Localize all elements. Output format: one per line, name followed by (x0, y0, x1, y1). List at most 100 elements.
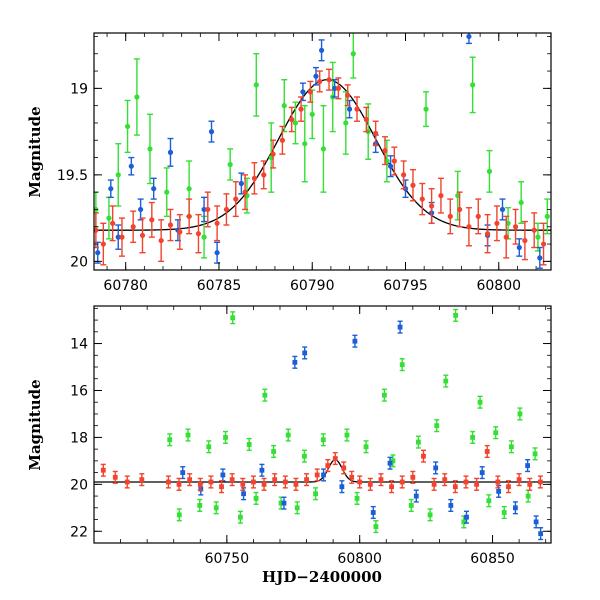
top-green-point (124, 99, 131, 154)
bottom-blue-point (302, 346, 308, 360)
top-red-point (326, 68, 333, 91)
bottom-green-point (176, 508, 182, 522)
top-green-point (133, 58, 140, 136)
top-green-point (518, 181, 525, 224)
top-green-point (281, 79, 288, 133)
bottom-red-point (495, 475, 501, 489)
bottom-green-point (427, 508, 433, 522)
top-green-point (201, 215, 208, 259)
top-panel: 60780 60785 60790 60795 60800 19 19.5 20 Magnit… (26, 32, 552, 294)
top-green-point (105, 196, 112, 240)
bottom-red-point (516, 473, 522, 487)
bottom-green-point (271, 444, 277, 459)
top-green-point (534, 222, 541, 252)
bottom-red-point (474, 477, 480, 491)
bottom-green-point (344, 428, 350, 442)
bottom-blue-point (370, 505, 376, 520)
bottom-red-point (527, 477, 533, 491)
bottom-green-point (167, 433, 173, 447)
top-red-point (484, 213, 491, 254)
top-plot-frame (93, 32, 552, 271)
bottom-blue-point (292, 355, 298, 369)
top-blue-point (516, 238, 523, 257)
bottom-green-point (415, 435, 421, 449)
top-red-point (176, 213, 183, 250)
top-blue-point (137, 198, 144, 221)
bottom-blue-point (433, 461, 439, 475)
top-blue-point (346, 99, 353, 119)
top-red-point (223, 193, 230, 226)
bottom-green-point (237, 510, 243, 524)
top-red-point (260, 160, 267, 190)
top-green-point (292, 101, 299, 145)
top-blue-point (499, 198, 506, 221)
bottom-green-point (443, 374, 449, 388)
bottom-y-axis-label: Magnitude (26, 379, 44, 470)
bottom-red-point (410, 470, 416, 484)
bottom-blue-point (525, 458, 531, 473)
top-red-point (521, 220, 528, 261)
top-red-point (195, 213, 202, 254)
top-red-point (130, 210, 137, 244)
bottom-green-point (253, 491, 259, 505)
top-x-tick-label: 60795 (383, 278, 428, 294)
bottom-green-point (501, 505, 507, 520)
bottom-blue-point (448, 498, 454, 513)
bottom-red-point (304, 473, 310, 487)
bottom-green-point (301, 449, 307, 463)
top-red-point (251, 162, 258, 195)
top-y-axis-label: Magnitude (26, 106, 44, 197)
bottom-y-tick-label: 18 (70, 430, 88, 446)
bottom-green-point (206, 440, 212, 454)
top-green-point (301, 104, 308, 183)
bottom-red-point (341, 461, 347, 475)
bottom-plot-frame (93, 305, 552, 544)
top-red-point (531, 212, 538, 249)
top-red-point (118, 217, 125, 257)
top-red-point (465, 207, 472, 247)
top-model-curve (94, 79, 551, 231)
bottom-blue-point (220, 468, 226, 482)
top-red-point (186, 198, 193, 235)
top-x-tick-label: 60790 (290, 278, 335, 294)
bottom-red-point (112, 470, 118, 484)
bottom-red-point (349, 470, 355, 484)
bottom-axis-ticks: 60750 60800 60850 14 16 18 20 22 (70, 306, 551, 567)
top-red-point (456, 191, 463, 228)
bottom-blue-point (339, 480, 345, 494)
top-blue-point (214, 241, 221, 264)
top-points-layer (94, 33, 551, 269)
top-red-point (279, 125, 286, 155)
bottom-red-point (176, 477, 182, 491)
bottom-green-point (197, 498, 203, 513)
bottom-red-point (293, 477, 299, 491)
bottom-blue-point (533, 515, 539, 529)
bottom-red-point (261, 477, 267, 491)
bottom-points-layer (100, 308, 544, 541)
bottom-green-point (285, 428, 291, 442)
bottom-red-point (272, 473, 278, 487)
bottom-blue-point (413, 489, 419, 503)
bottom-panel: 60750 60800 60850 14 16 18 20 22 Magnitude HJD−… (26, 305, 552, 586)
top-red-point (232, 181, 239, 218)
bottom-red-point (187, 473, 193, 487)
top-red-point (344, 84, 351, 107)
bottom-green-point (223, 430, 229, 444)
bottom-green-point (294, 501, 300, 515)
bottom-blue-point (397, 320, 403, 334)
top-red-point (307, 80, 314, 103)
bottom-blue-point (479, 466, 485, 480)
top-red-point (437, 177, 444, 214)
bottom-red-point (420, 449, 426, 463)
top-red-point (419, 182, 426, 216)
bottom-red-point (100, 463, 106, 477)
top-red-point (409, 168, 416, 202)
bottom-red-point (208, 475, 214, 489)
top-model-layer (94, 79, 551, 231)
bottom-red-point (139, 473, 145, 487)
bottom-red-point (124, 475, 130, 489)
bottom-green-point (246, 437, 252, 452)
bottom-blue-point (352, 334, 358, 348)
top-red-point (204, 191, 211, 228)
bottom-red-point (537, 475, 543, 489)
